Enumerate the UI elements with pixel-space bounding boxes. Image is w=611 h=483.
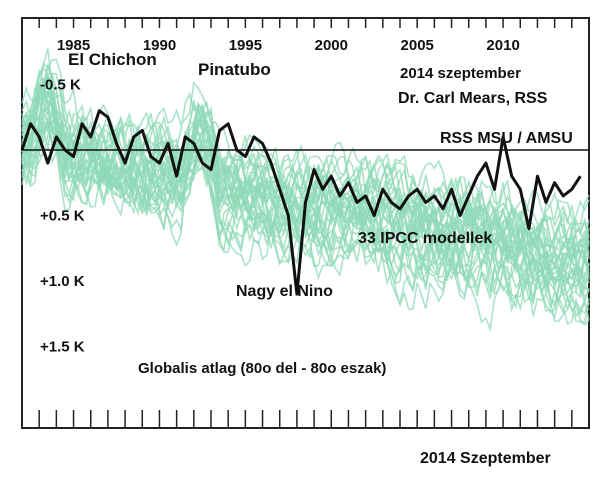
y-tick-labels: -0.5 K +0.5 K +1.0 K +1.5 K xyxy=(40,77,85,356)
model-run-line xyxy=(21,116,590,333)
pinatubo-label: Pinatubo xyxy=(198,60,271,79)
region-label: Globalis atlag (80o del - 80o eszak) xyxy=(138,360,386,377)
x-tick-label: 1995 xyxy=(229,37,262,54)
model-run-line xyxy=(21,108,590,249)
el-chichon-label: El Chichon xyxy=(68,50,157,69)
observed-series-line xyxy=(20,109,582,296)
x-tick-label: 2000 xyxy=(315,37,348,54)
models-label: 33 IPCC modellek xyxy=(358,230,492,247)
y-tick-label: +1.5 K xyxy=(40,339,85,356)
annotations: El Chichon Pinatubo 2014 szeptember Dr. … xyxy=(68,50,573,377)
el-nino-label: Nagy el Nino xyxy=(236,283,333,300)
observed-layer xyxy=(20,109,582,296)
x-tick-labels: 1985 1990 1995 2000 2005 2010 xyxy=(57,37,520,54)
y-tick-label: -0.5 K xyxy=(40,77,81,94)
x-tick-label: 1985 xyxy=(57,37,90,54)
bottom-minor-ticks xyxy=(21,410,590,428)
x-tick-label: 2005 xyxy=(401,37,434,54)
x-tick-label: 2010 xyxy=(486,37,519,54)
source-name-label: Dr. Carl Mears, RSS xyxy=(398,90,548,107)
model-run-line xyxy=(21,102,590,260)
model-run-line xyxy=(21,83,590,293)
series-label: RSS MSU / AMSU xyxy=(440,130,573,147)
model-run-line xyxy=(21,65,590,263)
top-minor-ticks xyxy=(21,18,590,28)
source-date-label: 2014 szeptember xyxy=(400,65,521,82)
y-tick-label: +1.0 K xyxy=(40,273,85,290)
footer-date: 2014 Szeptember xyxy=(420,450,551,467)
x-tick-label: 1990 xyxy=(143,37,176,54)
y-tick-label: +0.5 K xyxy=(40,208,85,225)
model-run-line xyxy=(21,72,590,311)
